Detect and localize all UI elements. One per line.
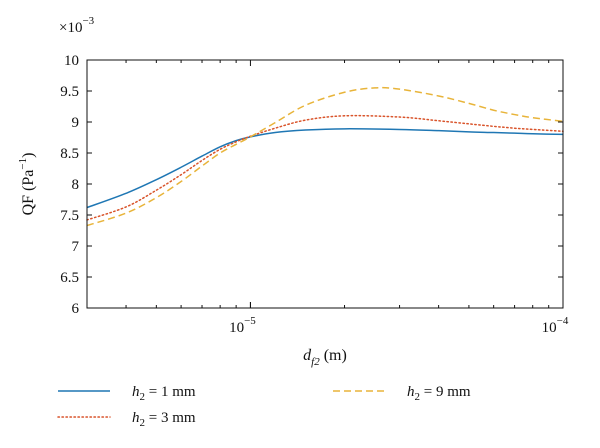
y-tick-label: 6.5 <box>60 270 79 286</box>
legend-label-3: h2 = 9 mm <box>407 384 471 403</box>
x-axis-title: df2 (m) <box>303 347 347 368</box>
series-line-2 <box>86 114 564 221</box>
y-tick-label: 9 <box>72 115 80 131</box>
x-tick-label: 10−5 <box>229 315 256 336</box>
series-line-3 <box>86 86 564 227</box>
y-tick-label: 9.5 <box>60 84 79 100</box>
y-tick-label: 6 <box>72 301 80 317</box>
y-tick-label: 7 <box>72 239 80 255</box>
y-tick-label: 8 <box>72 177 80 193</box>
y-axis-title: QF (Pa−1) <box>17 153 37 216</box>
legend: h2 = 1 mm h2 = 3 mm h2 = 9 mm <box>57 384 471 429</box>
y-tick-label: 8.5 <box>60 146 79 162</box>
y-tick-label: 10 <box>64 53 79 69</box>
series-lines <box>86 86 564 227</box>
axis-labels: ×10−3 df2 (m) QF (Pa−1) <box>17 15 347 368</box>
y-multiplier-label: ×10−3 <box>59 15 95 36</box>
axis-ticks: 6 6.5 7 7.5 8 8.5 9 9.5 10 10−5 10−4 <box>60 53 569 336</box>
series-line-1 <box>86 128 564 209</box>
legend-label-1: h2 = 1 mm <box>132 384 196 403</box>
legend-label-2: h2 = 3 mm <box>132 410 196 429</box>
y-tick-label: 7.5 <box>60 208 79 224</box>
plot-frame <box>86 59 564 309</box>
x-tick-label: 10−4 <box>542 315 569 336</box>
